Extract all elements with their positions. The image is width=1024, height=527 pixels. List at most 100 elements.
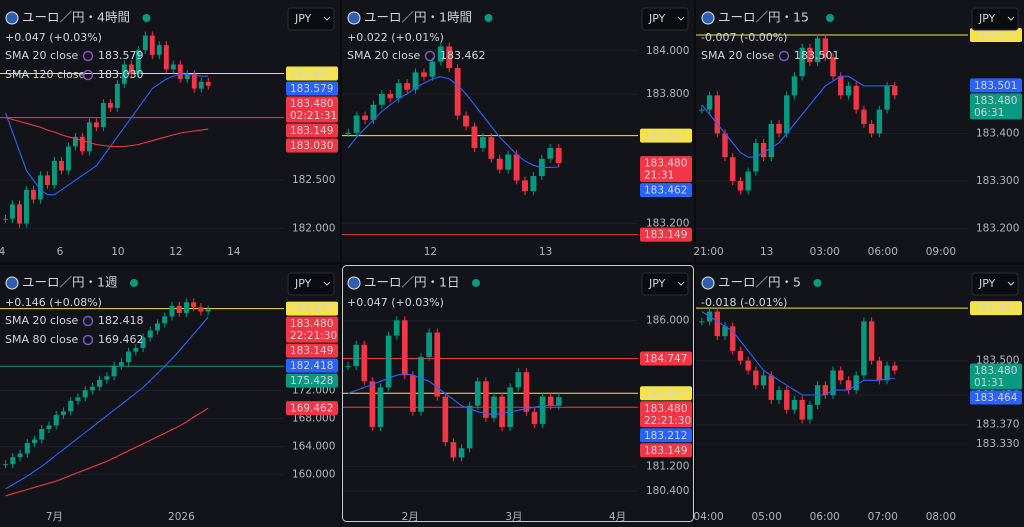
candle-body (479, 137, 486, 148)
indicator-settings-icon[interactable] (424, 50, 436, 62)
candle-body (53, 414, 59, 426)
candle-body (128, 64, 134, 75)
currency-button[interactable] (971, 272, 1019, 296)
candle-body (745, 171, 751, 191)
candle-body (24, 189, 29, 224)
x-tick-label: 06:00 (868, 246, 898, 258)
x-tick-label: 6 (57, 246, 64, 258)
price-tag-value: 183.149 (644, 229, 687, 241)
currency-button[interactable] (287, 272, 335, 296)
y-tick-label: 184.000 (646, 45, 689, 57)
candle-body (75, 397, 81, 401)
price-tag-value: 183.480 (644, 158, 687, 170)
price-tag-value: 183.579 (290, 83, 333, 95)
candle-body (760, 142, 767, 158)
candle-body (845, 85, 852, 96)
y-tick-label: 181.200 (646, 461, 689, 473)
candle-body (876, 109, 883, 134)
x-tick-label: 09:00 (926, 246, 956, 258)
x-tick-label: 06:00 (810, 511, 840, 523)
candle-body (845, 380, 852, 391)
price-tag (286, 123, 338, 138)
candle-body (135, 50, 141, 75)
candle-body (822, 38, 829, 58)
candle-body (86, 122, 92, 152)
market-status-dot (472, 279, 480, 287)
candle-body (353, 344, 359, 367)
currency-caret (677, 16, 685, 21)
price-tag-value: 183.607 (644, 388, 687, 400)
candle-body (437, 46, 444, 62)
candle-body (401, 320, 408, 376)
candle-body (184, 74, 190, 79)
price-tag (640, 443, 692, 458)
panel-title: ユーロ／円・1週 (22, 275, 118, 290)
y-tick-label: 183.370 (976, 418, 1019, 430)
price-tag-value: 183.480 (290, 98, 333, 110)
candle-body (393, 320, 400, 336)
candle-body (142, 35, 148, 51)
candle-body (505, 154, 512, 170)
candle-body (156, 45, 162, 55)
indicator-value: 183.579 (98, 49, 144, 62)
price-tag (970, 301, 1022, 316)
indicator-settings-icon[interactable] (82, 69, 94, 81)
currency-button[interactable] (287, 7, 335, 31)
candle-body (884, 85, 890, 110)
candle-body (191, 74, 197, 89)
indicator-settings-icon[interactable] (778, 50, 790, 62)
price-tag (970, 390, 1022, 405)
candle-body (706, 95, 713, 110)
x-tick-label: 13 (760, 246, 773, 258)
candle-body (838, 76, 844, 96)
indicator-settings-icon[interactable] (82, 50, 94, 62)
candle-body (51, 160, 57, 186)
candle-body (191, 302, 197, 308)
candle-body (163, 45, 169, 70)
candle-body (176, 305, 182, 313)
currency-label: JPY (294, 277, 312, 290)
currency-button[interactable] (641, 7, 689, 31)
candle-body (699, 109, 705, 111)
currency-button[interactable] (641, 272, 689, 296)
sma-line (701, 75, 895, 158)
currency-button[interactable] (971, 7, 1019, 31)
y-tick-label: 182.000 (292, 222, 335, 234)
price-tag-value: 183.607 (974, 303, 1017, 315)
price-tag (286, 316, 338, 343)
price-change: -0.018 (-0.01%) (701, 296, 787, 309)
candle-body (791, 399, 798, 410)
candle-body (114, 83, 120, 108)
price-tag-value: 183.501 (974, 80, 1017, 92)
currency-label: JPY (978, 277, 996, 290)
candle-body (121, 64, 127, 84)
candle-body (474, 381, 481, 406)
candle-body (205, 81, 211, 86)
candle-body (458, 448, 465, 458)
candle-body (68, 400, 74, 412)
candle-body (149, 35, 155, 55)
x-tick-label: 7月 (46, 511, 63, 523)
candle-body (97, 379, 103, 387)
candle-body (515, 372, 522, 388)
price-tag (640, 227, 692, 242)
panel-background (696, 265, 1024, 527)
price-tag (970, 363, 1022, 390)
indicator-settings-icon[interactable] (82, 315, 94, 327)
currency-label: JPY (648, 277, 666, 290)
candle-body (377, 387, 384, 428)
y-tick-label: 183.200 (976, 223, 1019, 235)
price-tag (970, 93, 1022, 120)
candle-body (17, 453, 23, 458)
candle-body (745, 360, 751, 371)
price-tag (640, 401, 692, 428)
candle-body (737, 181, 744, 191)
candle-body (776, 123, 782, 134)
candle-body (31, 189, 36, 200)
price-tag (640, 156, 692, 183)
indicator-settings-icon[interactable] (82, 334, 94, 346)
candle-body (784, 390, 790, 410)
candle-body (539, 396, 546, 424)
plot-area (342, 316, 638, 492)
candle-body (853, 85, 859, 110)
